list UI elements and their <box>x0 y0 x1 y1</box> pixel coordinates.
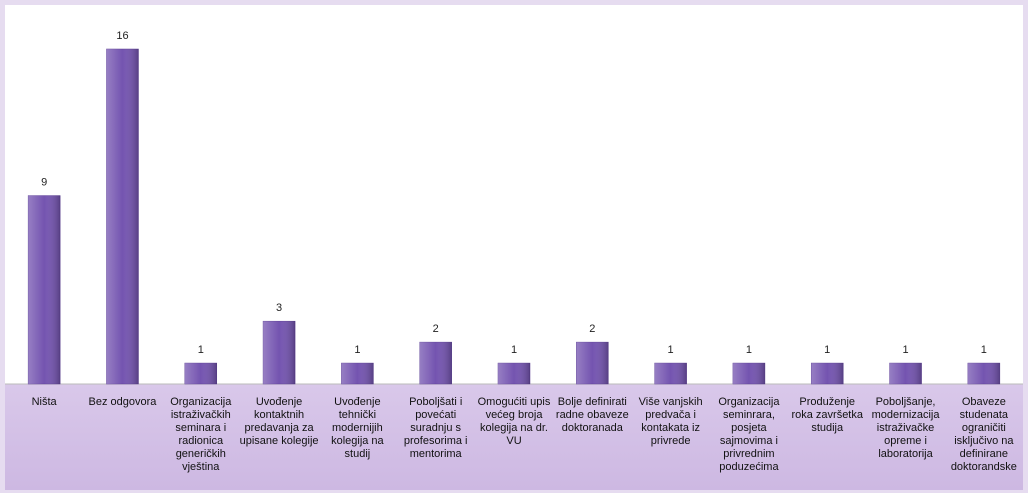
bar-shade <box>106 49 139 384</box>
bar-shade <box>811 363 844 384</box>
x-tick-label: Poboljšanje, modernizacija istraživačke … <box>871 396 940 460</box>
x-tick-label: Obaveze studenata ograničiti isključivo … <box>950 396 1017 473</box>
x-tick-label: Organizacija istraživačkih seminara i ra… <box>170 396 232 473</box>
bar-shade <box>184 363 217 384</box>
x-tick-label: Organizacija seminrara, posjeta sajmovim… <box>718 396 780 473</box>
bar-shade <box>419 342 452 384</box>
plot-area <box>5 5 1023 384</box>
x-tick-label: Produženje roka završetka studija <box>791 396 863 434</box>
bar-shade <box>967 363 1000 384</box>
bar-shade <box>498 363 530 384</box>
data-label: 9 <box>41 177 47 189</box>
data-label: 1 <box>354 344 360 356</box>
bar-shade <box>341 363 374 384</box>
bar-shade <box>889 363 922 384</box>
data-label: 3 <box>276 302 282 314</box>
x-tick-label: Bolje definirati radne obaveze doktorana… <box>555 396 629 434</box>
data-label: 16 <box>116 30 128 42</box>
x-tick-label: Uvođenje kontaktnih predavanja za upisan… <box>239 396 319 447</box>
data-label: 1 <box>746 344 752 356</box>
data-label: 1 <box>824 344 830 356</box>
bar-shade <box>28 195 61 384</box>
x-tick-label: Omogućiti upis većeg broja kolegija na d… <box>477 396 551 447</box>
category-band <box>5 384 1023 490</box>
bar-shade <box>732 363 765 384</box>
data-label: 1 <box>511 344 517 356</box>
data-label: 1 <box>902 344 908 356</box>
bar-shade <box>576 342 609 384</box>
x-tick-label: Uvođenje tehnički modernijih kolegija na… <box>331 396 384 460</box>
data-label: 1 <box>668 344 674 356</box>
x-tick-label: Ništa <box>31 396 57 408</box>
data-label: 1 <box>981 344 987 356</box>
bar-shade <box>263 321 296 384</box>
x-tick-label: Bez odgovora <box>88 396 157 408</box>
x-tick-label: Poboljšati i povećati suradnju s profeso… <box>403 396 468 460</box>
data-label: 2 <box>433 323 439 335</box>
data-label: 1 <box>198 344 204 356</box>
data-label: 2 <box>589 323 595 335</box>
x-tick-label: Više vanjskih predvača i kontakata iz pr… <box>638 396 703 447</box>
bar-shade <box>654 363 687 384</box>
